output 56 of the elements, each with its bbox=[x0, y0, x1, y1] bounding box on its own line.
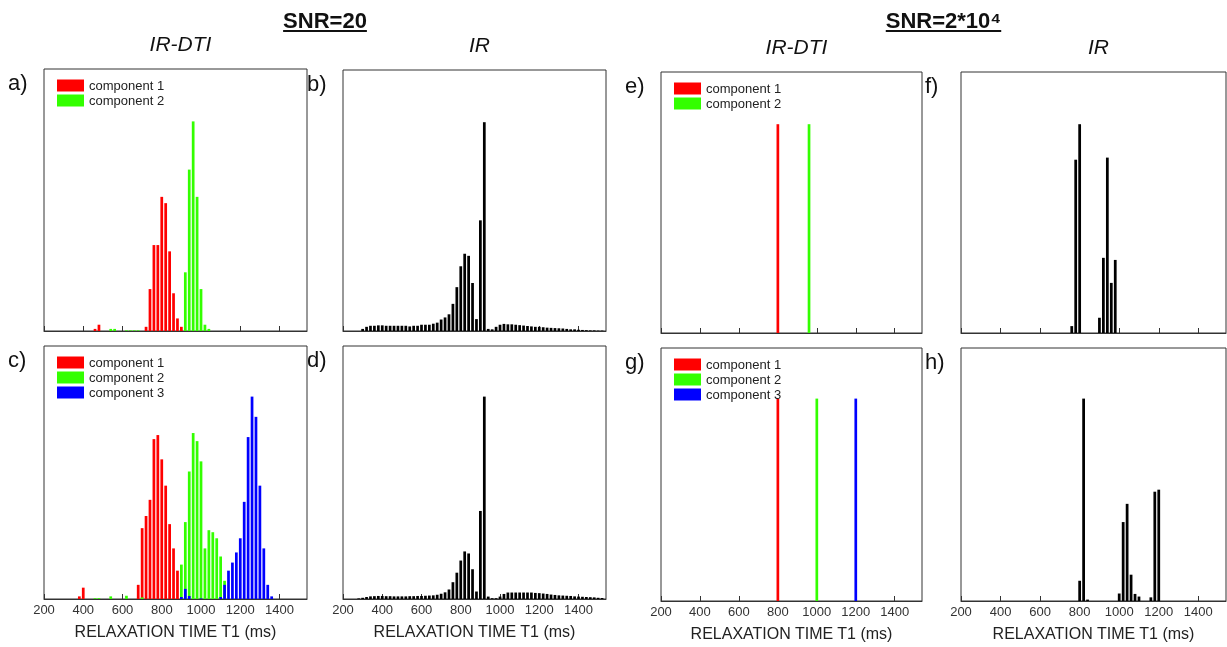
text: b) bbox=[307, 70, 327, 96]
x-tick-label: 1200 bbox=[841, 604, 871, 619]
text: f) bbox=[925, 72, 939, 98]
text: d) bbox=[307, 346, 327, 372]
chart-title: IR-DTI bbox=[149, 32, 212, 55]
x-axis-title: RELAXATION TIME T1 (ms) bbox=[690, 624, 893, 642]
x-axis-title: RELAXATION TIME T1 (ms) bbox=[74, 622, 277, 640]
x-tick-label: 800 bbox=[767, 604, 789, 619]
x-tick-label: 1200 bbox=[225, 602, 255, 617]
x-tick-label: 800 bbox=[150, 602, 173, 617]
x-tick-label: 600 bbox=[410, 602, 433, 617]
x-tick-label: 1400 bbox=[265, 602, 294, 617]
x-tick-label: 1000 bbox=[802, 604, 832, 619]
legend-label: component 1 bbox=[706, 357, 782, 372]
x-tick-label: 800 bbox=[449, 602, 472, 617]
legend-label: component 2 bbox=[89, 93, 165, 108]
x-tick-label: 200 bbox=[332, 602, 354, 617]
x-tick-label: 400 bbox=[371, 602, 394, 617]
x-tick-label: 400 bbox=[689, 604, 711, 619]
legend-label: component 2 bbox=[706, 372, 782, 387]
x-tick-label: 1000 bbox=[186, 602, 216, 617]
text: c) bbox=[8, 346, 27, 372]
legend-label: component 1 bbox=[89, 355, 165, 370]
text: g) bbox=[625, 348, 645, 374]
legend-label: component 2 bbox=[706, 96, 782, 111]
x-tick-label: 1200 bbox=[524, 602, 554, 617]
x-tick-label: 600 bbox=[728, 604, 750, 619]
x-tick-label: 1400 bbox=[880, 604, 910, 619]
text: e) bbox=[625, 72, 645, 98]
x-tick-label: 200 bbox=[950, 604, 972, 619]
text: SNR=20 bbox=[283, 8, 367, 33]
x-tick-label: 600 bbox=[111, 602, 134, 617]
x-tick-label: 1000 bbox=[1104, 604, 1134, 619]
x-tick-label: 200 bbox=[650, 604, 672, 619]
x-tick-label: 400 bbox=[989, 604, 1012, 619]
text: h) bbox=[925, 348, 945, 374]
text: a) bbox=[8, 69, 28, 95]
x-axis-title: RELAXATION TIME T1 (ms) bbox=[373, 622, 576, 640]
x-tick-label: 800 bbox=[1068, 604, 1091, 619]
x-tick-label: 1400 bbox=[1183, 604, 1213, 619]
chart-title: IR-DTI bbox=[765, 35, 828, 58]
x-axis-title: RELAXATION TIME T1 (ms) bbox=[992, 624, 1195, 642]
legend-label: component 1 bbox=[89, 78, 165, 93]
x-tick-label: 600 bbox=[1029, 604, 1051, 619]
legend-label: component 2 bbox=[89, 370, 165, 385]
x-tick-label: 400 bbox=[72, 602, 95, 617]
legend-label: component 1 bbox=[706, 81, 782, 96]
x-tick-label: 1000 bbox=[485, 602, 515, 617]
text: SNR=2*10⁴ bbox=[884, 8, 1003, 34]
x-tick-label: 1400 bbox=[564, 602, 593, 617]
chart-title: IR bbox=[469, 33, 490, 56]
legend-label: component 3 bbox=[706, 387, 782, 402]
x-tick-label: 1200 bbox=[1144, 604, 1174, 619]
chart-title: IR bbox=[1088, 35, 1109, 58]
legend-label: component 3 bbox=[89, 385, 165, 400]
x-tick-label: 200 bbox=[33, 602, 55, 617]
